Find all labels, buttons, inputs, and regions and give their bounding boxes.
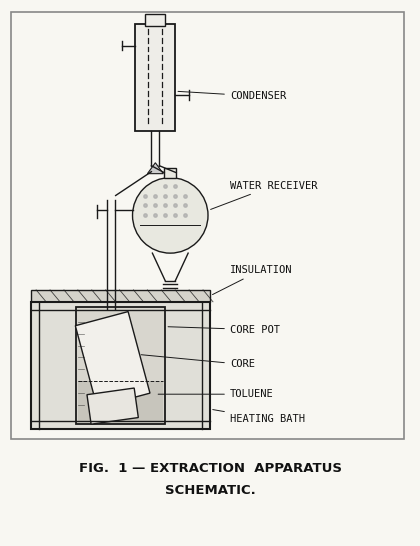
Text: CONDENSER: CONDENSER — [178, 91, 286, 101]
Text: TOLUENE: TOLUENE — [158, 389, 273, 399]
Bar — [164, 168, 176, 177]
Bar — [76, 307, 165, 424]
Text: CORE POT: CORE POT — [168, 325, 280, 335]
Bar — [31, 302, 210, 429]
Bar — [31, 290, 210, 302]
Text: SCHEMATIC.: SCHEMATIC. — [165, 484, 255, 497]
Text: FIG.  1 — EXTRACTION  APPARATUS: FIG. 1 — EXTRACTION APPARATUS — [79, 462, 341, 475]
Text: WATER RECEIVER: WATER RECEIVER — [210, 181, 318, 210]
Polygon shape — [87, 388, 138, 424]
Text: HEATING BATH: HEATING BATH — [213, 410, 305, 424]
Text: CORE: CORE — [141, 355, 255, 370]
Bar — [11, 12, 404, 439]
Bar — [78, 381, 163, 422]
Text: INSULATION: INSULATION — [213, 265, 292, 295]
Polygon shape — [75, 312, 150, 407]
Bar — [145, 14, 165, 26]
Bar — [136, 23, 175, 131]
Polygon shape — [147, 163, 163, 174]
Circle shape — [133, 177, 208, 253]
